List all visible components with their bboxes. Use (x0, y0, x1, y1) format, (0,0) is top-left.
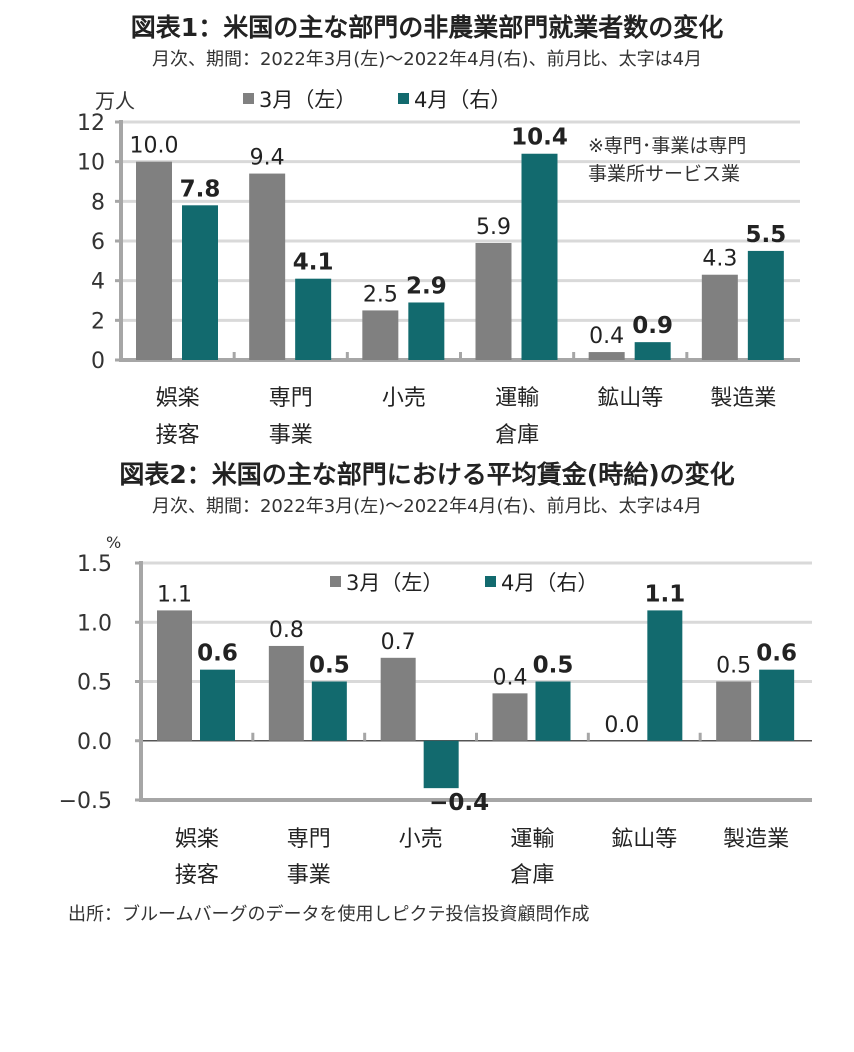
bar-april (747, 250, 784, 360)
data-label: 1.1 (157, 582, 192, 607)
bar-march (380, 657, 416, 741)
y-tick-label: 10 (77, 151, 105, 176)
bar-march (268, 645, 304, 741)
bar-april (521, 153, 558, 360)
bar-march (492, 693, 528, 741)
data-label: 0.5 (716, 654, 751, 679)
category-label: 専門 (287, 827, 331, 852)
bar-march (588, 352, 625, 360)
category-label: 鉱山等 (611, 827, 677, 852)
data-label: 0.8 (269, 618, 304, 643)
category-label: 倉庫 (495, 423, 539, 448)
category-label: 倉庫 (510, 863, 554, 888)
y-tick-label: 12 (77, 111, 105, 136)
data-label: 0.7 (381, 630, 416, 655)
data-label: 0.4 (493, 665, 528, 690)
data-label: 4.3 (702, 247, 737, 272)
data-label: 0.6 (197, 641, 238, 667)
bar-april (311, 681, 347, 741)
bar-april (295, 278, 332, 360)
bar-april (408, 302, 445, 360)
bar-april (423, 740, 459, 789)
chart2-title: 図表2：米国の主な部門における平均賃金(時給)の変化 (119, 460, 735, 489)
bar-march (157, 610, 192, 741)
bar-april (759, 669, 795, 741)
category-label: 運輸 (510, 827, 554, 852)
bar-april (634, 342, 671, 360)
category-label: 製造業 (723, 827, 789, 852)
data-label: 5.5 (745, 222, 786, 248)
bar-march (716, 681, 752, 741)
data-label: 7.8 (180, 176, 221, 202)
category-label: 接客 (156, 423, 200, 448)
bar-march (136, 161, 172, 360)
category-label: 鉱山等 (597, 386, 663, 411)
legend-label: 4月（右） (414, 88, 511, 112)
legend-label: 3月（左） (346, 571, 443, 595)
category-label: 娯楽 (156, 386, 200, 411)
y-tick-label: 8 (91, 190, 105, 215)
y-tick-label: −0.5 (59, 789, 112, 814)
y-tick-label: 1.5 (77, 552, 112, 577)
bar-april (535, 681, 571, 741)
y-tick-label: 1.0 (77, 611, 112, 636)
data-label: 10.4 (511, 125, 568, 151)
bar-april (647, 610, 683, 741)
bar-april (182, 205, 218, 360)
category-label: 運輸 (495, 386, 539, 411)
bar-march (249, 173, 286, 360)
y-tick-label: 4 (91, 270, 105, 295)
data-label: 5.9 (476, 215, 511, 240)
y-tick-label: 0.5 (77, 671, 112, 696)
data-label: 10.0 (130, 134, 179, 159)
category-label: 小売 (399, 827, 443, 852)
y-axis-unit: % (106, 533, 121, 552)
category-label: 事業 (269, 423, 313, 448)
legend-label: 4月（右） (501, 571, 598, 595)
legend-swatch-april (398, 93, 409, 104)
bar-march (701, 274, 738, 360)
legend-label: 3月（左） (259, 88, 356, 112)
y-tick-label: 0 (91, 349, 105, 374)
data-label: 2.9 (406, 273, 447, 299)
chart1-title: 図表1：米国の主な部門の非農業部門就業者数の変化 (130, 13, 724, 42)
data-label: 0.4 (589, 324, 624, 349)
chart2-subtitle: 月次、期間：2022年3月(左)～2022年4月(右)、前月比、太字は4月 (151, 496, 703, 517)
data-label: 0.0 (604, 713, 639, 738)
data-label: 0.9 (632, 313, 673, 339)
chart1-subtitle: 月次、期間：2022年3月(左)～2022年4月(右)、前月比、太字は4月 (151, 49, 703, 70)
y-tick-label: 0.0 (77, 730, 112, 755)
category-label: 製造業 (710, 386, 776, 411)
data-label: 0.6 (756, 641, 797, 667)
data-label: 2.5 (363, 282, 398, 307)
data-label: 4.1 (293, 250, 334, 276)
bar-april (200, 669, 235, 741)
annotation-note: ※専門･事業は専門 (588, 135, 746, 157)
category-label: 娯楽 (175, 827, 219, 852)
legend-swatch-march (330, 576, 341, 587)
data-label: 0.5 (533, 653, 574, 679)
data-label: −0.4 (429, 790, 489, 816)
bar-march (362, 310, 399, 360)
annotation-note: 事業所サービス業 (588, 163, 740, 185)
category-label: 専門 (269, 386, 313, 411)
y-tick-label: 6 (91, 230, 105, 255)
legend-swatch-march (243, 93, 254, 104)
data-label: 1.1 (644, 581, 685, 607)
category-label: 小売 (382, 386, 426, 411)
category-label: 接客 (175, 863, 219, 888)
data-label: 9.4 (250, 146, 285, 171)
y-axis-unit: 万人 (95, 89, 135, 113)
y-tick-label: 2 (91, 309, 105, 334)
category-label: 事業 (287, 863, 331, 888)
data-label: 0.5 (309, 653, 350, 679)
legend-swatch-april (485, 576, 496, 587)
source-note: 出所：ブルームバーグのデータを使用しピクテ投信投資顧問作成 (68, 904, 590, 925)
bar-march (475, 242, 512, 360)
